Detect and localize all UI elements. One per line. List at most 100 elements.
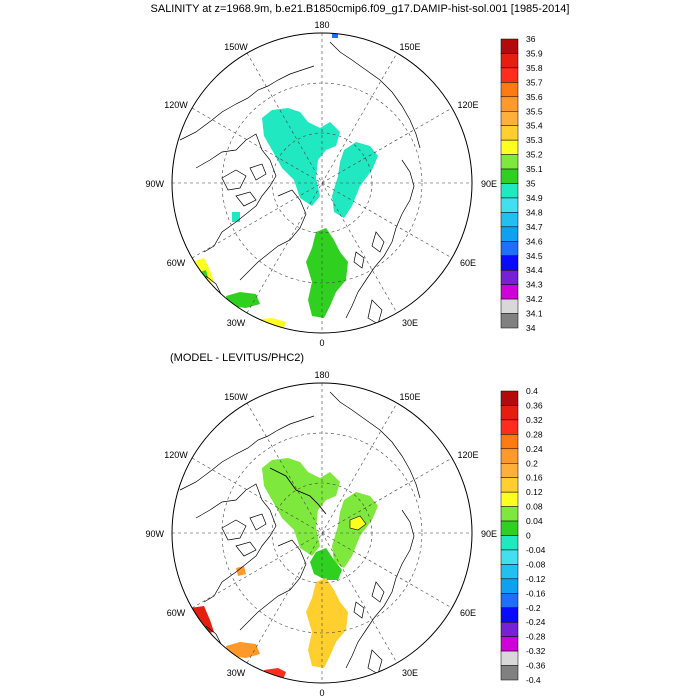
lon-label-150w: 150W [224,42,248,52]
cyan-salinity-patch [232,212,240,222]
difference-colorbar-swatch [500,405,519,421]
salinity-colorbar-tick-label: 34.7 [526,222,543,232]
difference-colorbar-swatch [500,520,519,536]
difference-colorbar-tick-label: -0.08 [526,559,546,569]
difference-colorbar-tick-label: 0.4 [526,386,538,396]
salinity-colorbar-tick-label: 35.9 [526,48,543,58]
difference-colorbar-swatch [500,506,519,522]
lon-label-150w: 150W [224,392,248,402]
salinity-colorbar-tick-label: 34.4 [526,265,543,275]
difference-colorbar-tick-label: 0.24 [526,444,543,454]
difference-colorbar-tick-label: 0.12 [526,487,543,497]
yellow-salinity-patch-2 [250,318,286,332]
difference-colorbar-tick-label: -0.2 [526,603,541,613]
difference-colorbar-swatch [500,477,519,493]
cyan-salinity-region-2 [332,142,378,218]
salinity-colorbar-tick-label: 34.8 [526,207,543,217]
difference-colorbar-tick-label: -0.32 [526,646,546,656]
lon-label-120e: 120E [457,450,478,460]
cyan-salinity-region [262,108,340,206]
salinity-colorbar-tick-label: 36 [526,34,536,44]
salinity-colorbar-tick-label: 34.5 [526,251,543,261]
salinity-colorbar-swatch [500,96,519,112]
salinity-colorbar-tick-label: 34.2 [526,294,543,304]
salinity-colorbar-tick-label: 35.3 [526,135,543,145]
salinity-colorbar-swatch [500,212,519,228]
salinity-colorbar-tick-label: 35.6 [526,92,543,102]
lon-label-60e: 60E [460,258,476,268]
difference-colorbar-tick-label: -0.16 [526,588,546,598]
lon-label-90e: 90E [481,179,497,189]
red-positive-patch [188,606,214,634]
difference-colorbar-tick-label: -0.36 [526,661,546,671]
lon-label-60e: 60E [460,608,476,618]
salinity-colorbar-tick-label: 35 [526,179,536,189]
blue-salinity-patch [332,33,338,38]
difference-colorbar-tick-label: -0.4 [526,675,541,685]
difference-colorbar-swatch [500,463,519,478]
lon-label-30w: 30W [227,318,246,328]
difference-colorbar-swatch [500,564,519,580]
salinity-colorbar-swatch [500,197,519,213]
salinity-colorbar-swatch [500,269,519,285]
salinity-colorbar-swatch [500,313,519,329]
difference-colorbar-swatch [500,578,519,594]
lon-label-60w: 60W [167,258,186,268]
salinity-colorbar-swatch [500,241,519,257]
salinity-colorbar-swatch [500,67,519,83]
difference-colorbar-tick-label: -0.24 [526,617,546,627]
salinity-polar-map: 180 0 90W 90E 150W 120W 150E 120E 60W 30… [145,20,497,348]
difference-subtitle: (MODEL - LEVITUS/PHC2) [170,352,304,364]
difference-colorbar-tick-label: 0.36 [526,400,543,410]
lon-label-0: 0 [319,338,324,348]
difference-colorbar-tick-label: 0.04 [526,516,543,526]
lon-label-180: 180 [314,370,329,380]
difference-colorbar-swatch [500,593,519,608]
difference-colorbar: 0.4 0.36 0.32 0.28 0.24 0.2 0.16 0.12 0.08 0.04 0 -… [500,386,546,685]
lon-label-30w: 30W [227,668,246,678]
difference-colorbar-swatch [500,491,519,507]
difference-colorbar-swatch [500,419,519,435]
difference-colorbar-tick-label: -0.12 [526,574,546,584]
difference-colorbar-tick-label: 0.2 [526,458,538,468]
longitude-labels: 180 0 90W 90E 150W 120W 150E 120E 60W 30… [145,20,497,348]
difference-colorbar-swatch [500,607,519,623]
lon-label-90w: 90W [145,179,164,189]
lon-label-30e: 30E [402,668,418,678]
lon-label-120w: 120W [164,450,188,460]
salinity-colorbar-swatch [500,125,519,141]
salinity-colorbar-swatch [500,38,519,54]
difference-field [172,383,472,683]
yellow-orange-region [306,578,348,668]
difference-colorbar-tick-label: -0.28 [526,632,546,642]
salinity-colorbar: 36 35.9 35.8 35.7 35.6 35.5 35.4 35.3 35.2 35.1 35… [500,34,543,333]
lon-label-120w: 120W [164,100,188,110]
difference-colorbar-tick-label: 0.28 [526,429,543,439]
difference-colorbar-tick-label: 0 [526,531,531,541]
green-positive-region-2 [332,492,378,568]
salinity-colorbar-swatch [500,53,519,69]
orange-positive-patch [226,642,260,658]
salinity-colorbar-tick-label: 35.5 [526,106,543,116]
salinity-colorbar-swatch [500,226,519,242]
difference-colorbar-swatch [500,448,519,464]
difference-colorbar-tick-label: 0.16 [526,473,543,483]
difference-colorbar-swatch [500,665,519,681]
salinity-colorbar-swatch [500,82,519,98]
green-positive-region [262,458,340,556]
lon-label-30e: 30E [402,318,418,328]
salinity-colorbar-tick-label: 34.3 [526,280,543,290]
difference-colorbar-swatch [500,549,519,565]
salinity-difference-polar-map: 180 0 90W 90E 150W 120W 150E 120E 60W 30… [145,370,497,698]
difference-colorbar-tick-label: 0.32 [526,415,543,425]
longitude-labels-bottom: 180 0 90W 90E 150W 120W 150E 120E 60W 30… [145,370,497,698]
map-boundary-bottom [171,382,473,684]
salinity-colorbar-tick-label: 34.1 [526,309,543,319]
salinity-colorbar-tick-label: 35.1 [526,164,543,174]
lon-label-90e: 90E [481,529,497,539]
green-salinity-patch [226,292,260,308]
salinity-colorbar-tick-label: 35.4 [526,121,543,131]
lon-label-120e: 120E [457,100,478,110]
difference-colorbar-swatch [500,390,519,406]
